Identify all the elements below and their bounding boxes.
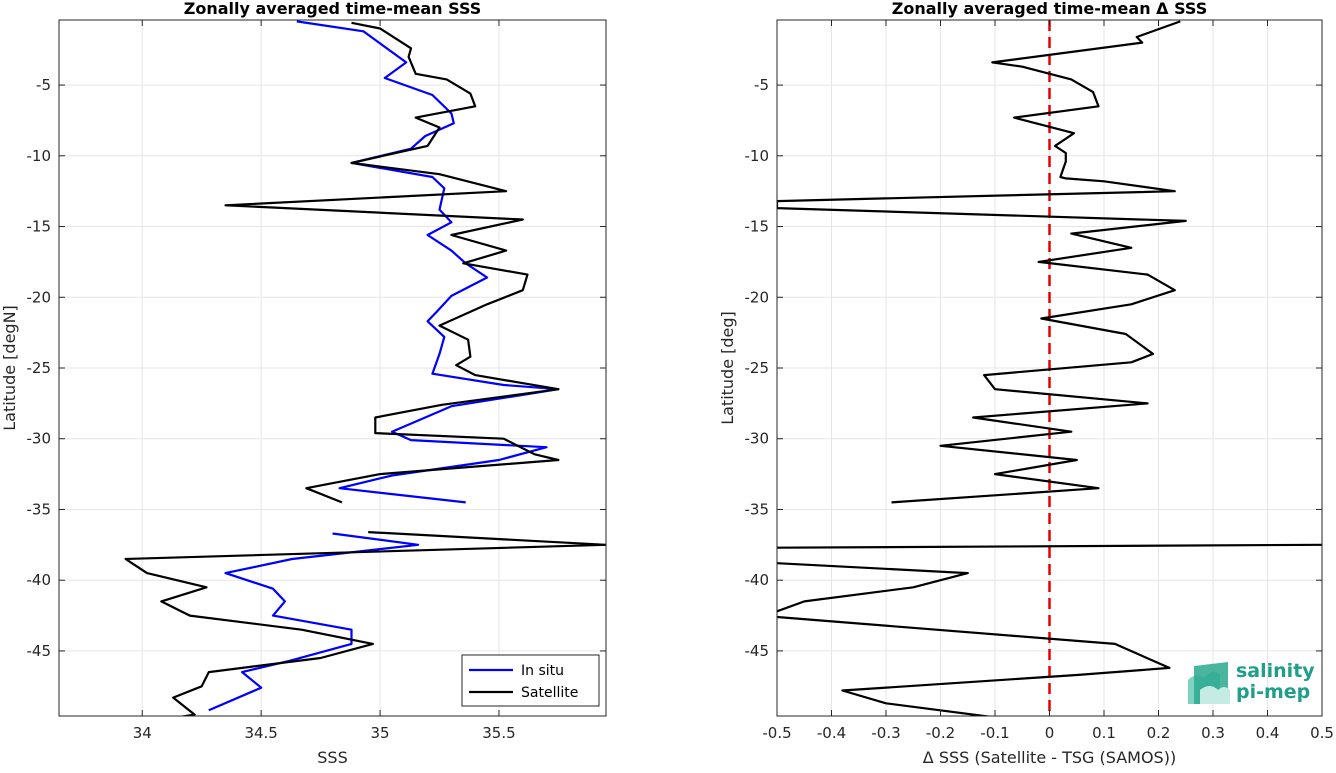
x-tick-label: 34 — [133, 724, 152, 742]
x-tick-label: 0 — [1045, 724, 1055, 742]
legend-label-in-situ: In situ — [521, 663, 564, 679]
y-tick-label: -15 — [745, 218, 770, 236]
x-tick-label: 0.3 — [1201, 724, 1225, 742]
series-line-delta-sss-seg3 — [777, 615, 1171, 716]
y-tick-label: -45 — [27, 642, 52, 660]
x-tick-label: -0.4 — [817, 724, 846, 742]
y-tick-label: -40 — [27, 571, 52, 589]
y-tick-label: -5 — [754, 76, 769, 94]
x-tick-label: 34.5 — [244, 724, 277, 742]
y-tick-label: -30 — [745, 430, 770, 448]
y-tick-label: -10 — [27, 147, 52, 165]
x-tick-label: 35 — [371, 724, 390, 742]
x-tick-label: -0.1 — [980, 724, 1009, 742]
series-line-satellite-seg0 — [224, 21, 560, 504]
y-tick-label: -25 — [27, 359, 52, 377]
chart-title: Zonally averaged time-mean Δ SSS — [892, 0, 1208, 18]
logo-line1: salinity — [1236, 660, 1315, 682]
y-tick-label: -35 — [27, 500, 52, 518]
series-line-satellite-seg1 — [124, 531, 606, 716]
series-line-in-situ-seg1 — [208, 532, 420, 712]
y-tick-label: -20 — [745, 288, 770, 306]
x-tick-label: 0.2 — [1147, 724, 1171, 742]
x-tick-label: -0.2 — [926, 724, 955, 742]
chart-title: Zonally averaged time-mean SSS — [184, 0, 482, 18]
series-line-in-situ-seg0 — [296, 20, 560, 504]
y-axis-label: Latitude [deg] — [718, 311, 737, 425]
x-tick-label: -0.3 — [871, 724, 900, 742]
y-tick-label: -10 — [745, 147, 770, 165]
y-axis-label: Latitude [degN] — [0, 305, 19, 431]
y-tick-label: -20 — [27, 288, 52, 306]
legend-box — [461, 654, 600, 707]
y-tick-label: -40 — [745, 571, 770, 589]
legend: In situ Satellite — [461, 654, 600, 707]
series-line-delta-sss-seg2 — [777, 562, 969, 613]
x-tick-label: 35.5 — [482, 724, 515, 742]
x-axis-label: SSS — [317, 748, 347, 767]
y-tick-label: -45 — [745, 642, 770, 660]
y-tick-label: -30 — [27, 430, 52, 448]
y-tick-label: -5 — [36, 76, 51, 94]
logo-line2: pi-mep — [1236, 681, 1310, 703]
x-tick-label: 0.1 — [1092, 724, 1116, 742]
y-tick-label: -15 — [27, 218, 52, 236]
series-line-delta-sss-seg0 — [777, 20, 1187, 504]
y-tick-label: -35 — [745, 500, 770, 518]
left-chart-panel: 34 34.5 35 35.5 -5 -10 -15 -20 -25 -30 -35 -40 -45 Zo… — [0, 0, 607, 767]
x-tick-label: 0.5 — [1310, 724, 1334, 742]
salinity-pi-mep-logo: salinity pi-mep — [1188, 660, 1315, 704]
legend-label-satellite: Satellite — [521, 685, 578, 701]
x-axis-label: Δ SSS (Satellite - TSG (SAMOS)) — [923, 748, 1176, 767]
series-line-delta-sss-seg1 — [777, 543, 1322, 549]
x-tick-label: -0.5 — [762, 724, 791, 742]
logo-waves-icon — [1188, 662, 1230, 704]
right-chart-panel: -0.5 -0.4 -0.3 -0.2 -0.1 0 0.1 0.2 0.3 0.4 0.5 -5 -1… — [718, 0, 1334, 767]
y-tick-label: -25 — [745, 359, 770, 377]
x-tick-label: 0.4 — [1256, 724, 1280, 742]
